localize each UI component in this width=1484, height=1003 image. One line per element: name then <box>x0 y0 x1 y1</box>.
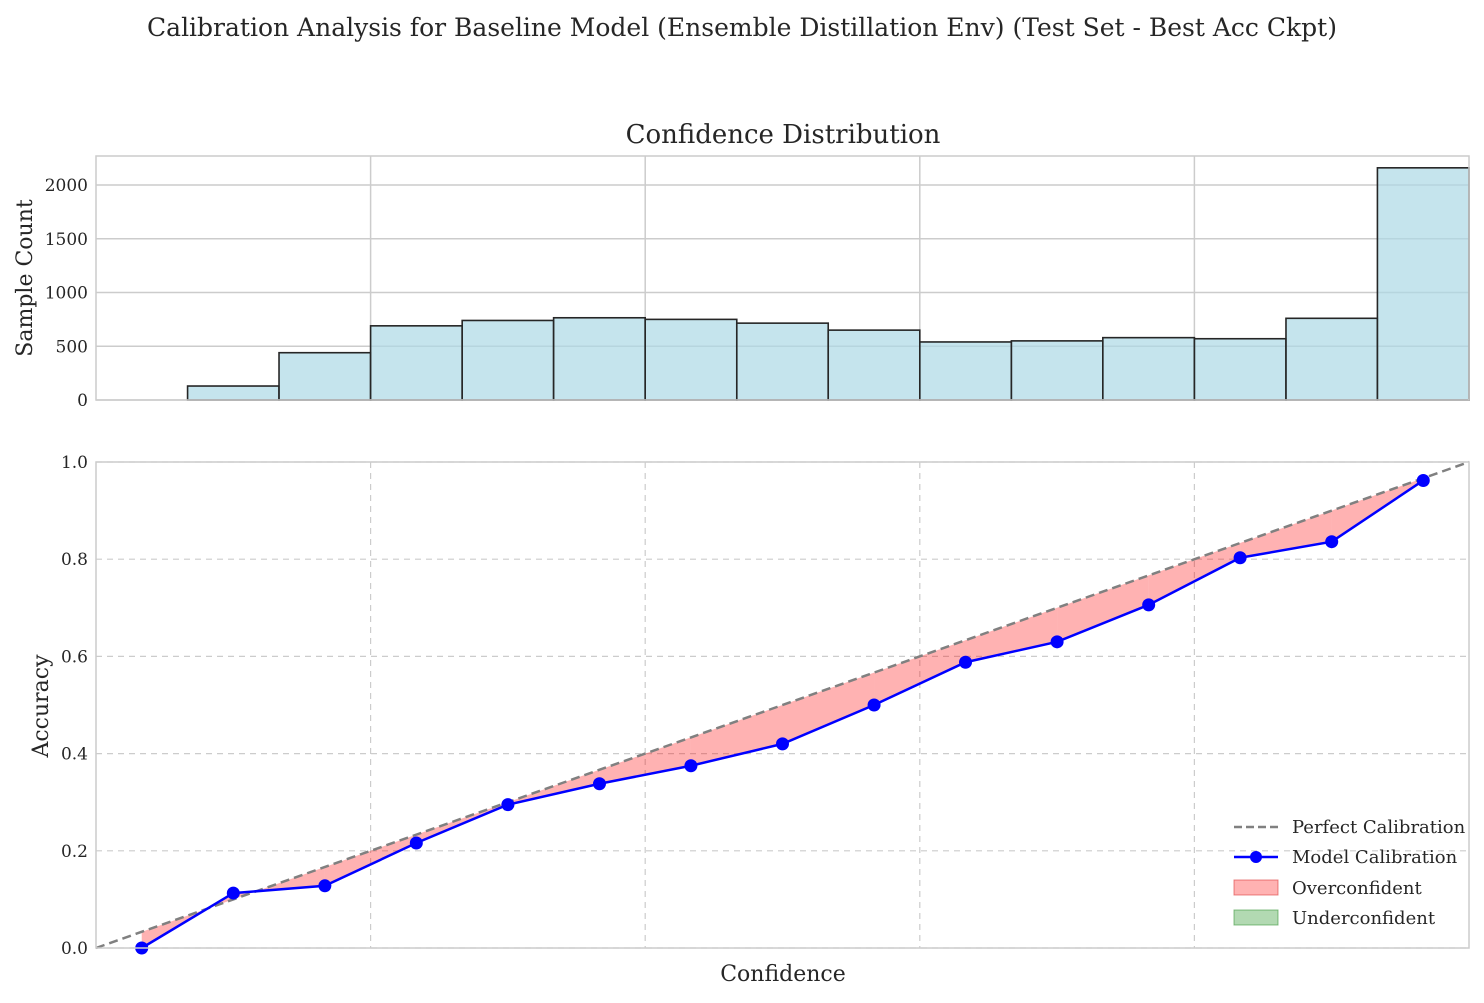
model-calibration-point-6 <box>684 759 698 773</box>
model-calibration-point-5 <box>592 777 606 791</box>
reliability-ylabel: Accuracy <box>29 654 54 759</box>
model-calibration-point-11 <box>1142 598 1156 612</box>
legend: Perfect Calibration Model Calibration Ov… <box>1233 817 1466 929</box>
histogram-bar-14 <box>1376 167 1470 401</box>
model-calibration-point-4 <box>501 798 515 812</box>
reliability-y-ticks: 0.0 0.2 0.4 0.6 0.8 1.0 <box>61 453 88 959</box>
histogram-bar-4 <box>461 319 555 401</box>
model-calibration-point-12 <box>1233 551 1247 565</box>
reliability-ytick-4: 0.8 <box>61 550 88 570</box>
calibration-points <box>135 473 1430 955</box>
reliability-xlabel: Confidence <box>720 962 846 987</box>
model-calibration-point-8 <box>867 698 881 712</box>
confidence-histogram: Confidence Distribution Sample Count 0 50… <box>13 120 1470 411</box>
legend-swatch-underconfident <box>1233 909 1279 926</box>
model-calibration-point-10 <box>1050 635 1064 649</box>
histogram-bars <box>186 167 1470 401</box>
overconfident-segment-8 <box>874 640 966 705</box>
model-calibration-point-7 <box>776 737 789 751</box>
model-calibration-point-3 <box>409 836 423 850</box>
histogram-bar-5 <box>552 316 647 401</box>
histogram-bar-11 <box>1102 336 1196 401</box>
legend-label-model: Model Calibration <box>1292 847 1458 868</box>
histogram-bar-6 <box>644 318 738 401</box>
overconfident-fill <box>141 478 1424 948</box>
legend-label-perfect: Perfect Calibration <box>1292 817 1466 838</box>
overconfident-segment-2 <box>324 834 417 886</box>
reliability-ytick-2: 0.4 <box>61 745 88 765</box>
histogram-frame <box>95 155 1470 401</box>
calibration-lines <box>95 460 1470 950</box>
histogram-bar-10 <box>1010 340 1104 401</box>
overconfident-segment-7 <box>782 672 875 744</box>
perfect-calibration-line <box>95 460 1470 950</box>
histogram-bar-7 <box>735 322 830 401</box>
overconfident-segment-10 <box>1057 575 1149 642</box>
histogram-ytick-2: 1000 <box>45 284 88 304</box>
histogram-bar-13 <box>1285 317 1379 401</box>
overconfident-segment-6 <box>690 705 783 766</box>
reliability-ytick-3: 0.6 <box>61 647 88 667</box>
histogram-bar-2 <box>278 351 372 401</box>
legend-swatch-model-marker <box>1250 851 1262 863</box>
model-calibration-point-9 <box>959 655 973 669</box>
overconfident-segment-9 <box>965 607 1058 663</box>
histogram-bar-8 <box>827 329 921 401</box>
legend-label-underconfident: Underconfident <box>1292 908 1436 929</box>
reliability-ytick-5: 1.0 <box>61 453 88 473</box>
histogram-ytick-0: 0 <box>77 391 88 411</box>
legend-swatch-overconfident <box>1233 879 1279 896</box>
model-calibration-point-1 <box>226 886 240 900</box>
histogram-y-ticks: 0 500 1000 1500 2000 <box>45 176 88 411</box>
reliability-diagram: Accuracy Confidence 0.0 0.2 0.4 0.6 0.8 1.0 P… <box>29 453 1470 987</box>
histogram-ylabel: Sample Count <box>13 199 38 357</box>
reliability-ytick-1: 0.2 <box>61 842 88 862</box>
legend-label-overconfident: Overconfident <box>1292 878 1422 899</box>
model-calibration-point-13 <box>1325 535 1339 549</box>
histogram-bar-9 <box>918 341 1013 401</box>
histogram-bar-12 <box>1193 337 1287 401</box>
reliability-ytick-0: 0.0 <box>61 939 88 959</box>
histogram-ytick-1: 500 <box>56 337 88 357</box>
model-calibration-point-2 <box>318 879 332 893</box>
histogram-ytick-4: 2000 <box>45 176 88 196</box>
histogram-title: Confidence Distribution <box>626 120 941 150</box>
overconfident-segment-11 <box>1148 543 1241 605</box>
histogram-bar-3 <box>369 325 463 401</box>
overconfident-segment-5 <box>599 737 691 784</box>
overconfident-segment-12 <box>1240 510 1332 558</box>
histogram-ytick-3: 1500 <box>45 230 88 250</box>
histogram-bar-1 <box>186 385 280 401</box>
reliability-frame <box>95 461 1470 949</box>
figure-suptitle: Calibration Analysis for Baseline Model … <box>147 13 1337 42</box>
model-calibration-point-14 <box>1416 473 1430 487</box>
